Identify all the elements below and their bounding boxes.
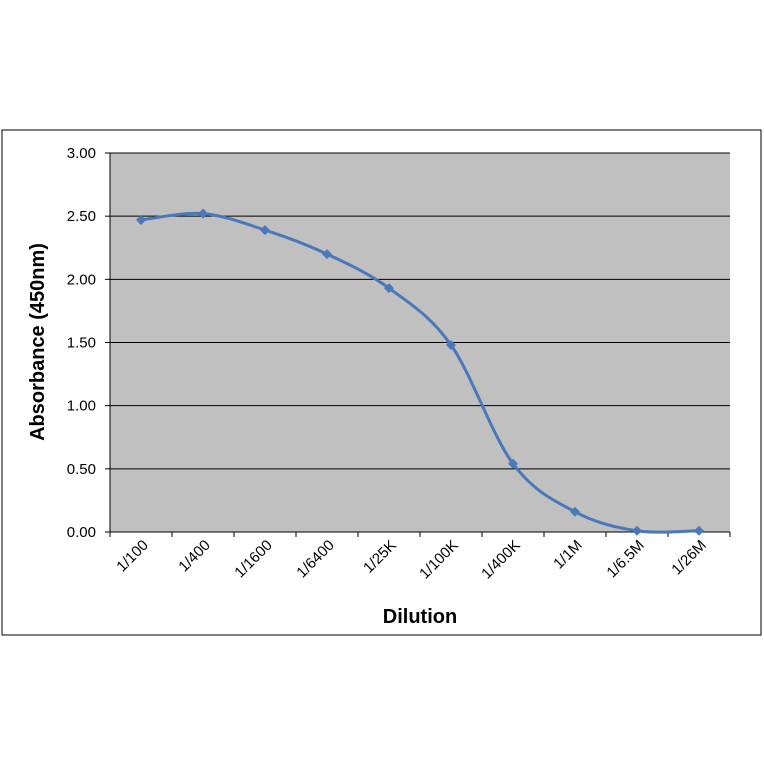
- y-axis-title: Absorbance (450nm): [27, 243, 49, 441]
- y-tick-label: 1.00: [67, 398, 96, 415]
- marker: [384, 283, 394, 294]
- marker: [260, 225, 270, 236]
- marker: [446, 340, 456, 351]
- marker: [694, 525, 704, 536]
- x-axis-title: Dilution: [383, 606, 457, 628]
- marker: [136, 214, 146, 225]
- y-tick-label: 2.00: [67, 271, 96, 288]
- marker: [508, 458, 518, 469]
- marker: [570, 506, 580, 517]
- line: [140, 211, 700, 534]
- y-tick-label: 0.50: [67, 461, 96, 478]
- marker: [198, 208, 208, 219]
- y-tick-label: 0.00: [67, 524, 96, 541]
- y-tick-label: 3.00: [67, 145, 96, 162]
- marker: [322, 249, 332, 260]
- marker: [632, 525, 642, 536]
- y-tick-label: 2.50: [67, 208, 96, 225]
- y-tick-label: 1.50: [67, 335, 96, 352]
